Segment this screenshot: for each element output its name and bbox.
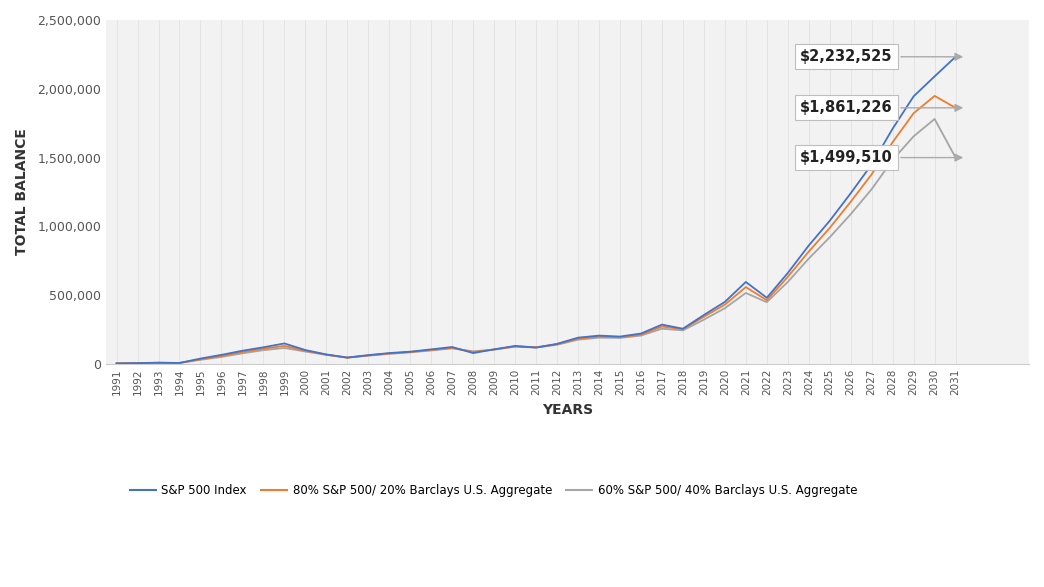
Y-axis label: TOTAL BALANCE: TOTAL BALANCE [15,129,29,255]
X-axis label: YEARS: YEARS [542,403,593,417]
Text: $1,861,226: $1,861,226 [800,100,962,115]
Text: $1,499,510: $1,499,510 [800,150,962,165]
Legend: S&P 500 Index, 80% S&P 500/ 20% Barclays U.S. Aggregate, 60% S&P 500/ 40% Barcla: S&P 500 Index, 80% S&P 500/ 20% Barclays… [125,480,862,502]
Text: $2,232,525: $2,232,525 [800,49,962,65]
